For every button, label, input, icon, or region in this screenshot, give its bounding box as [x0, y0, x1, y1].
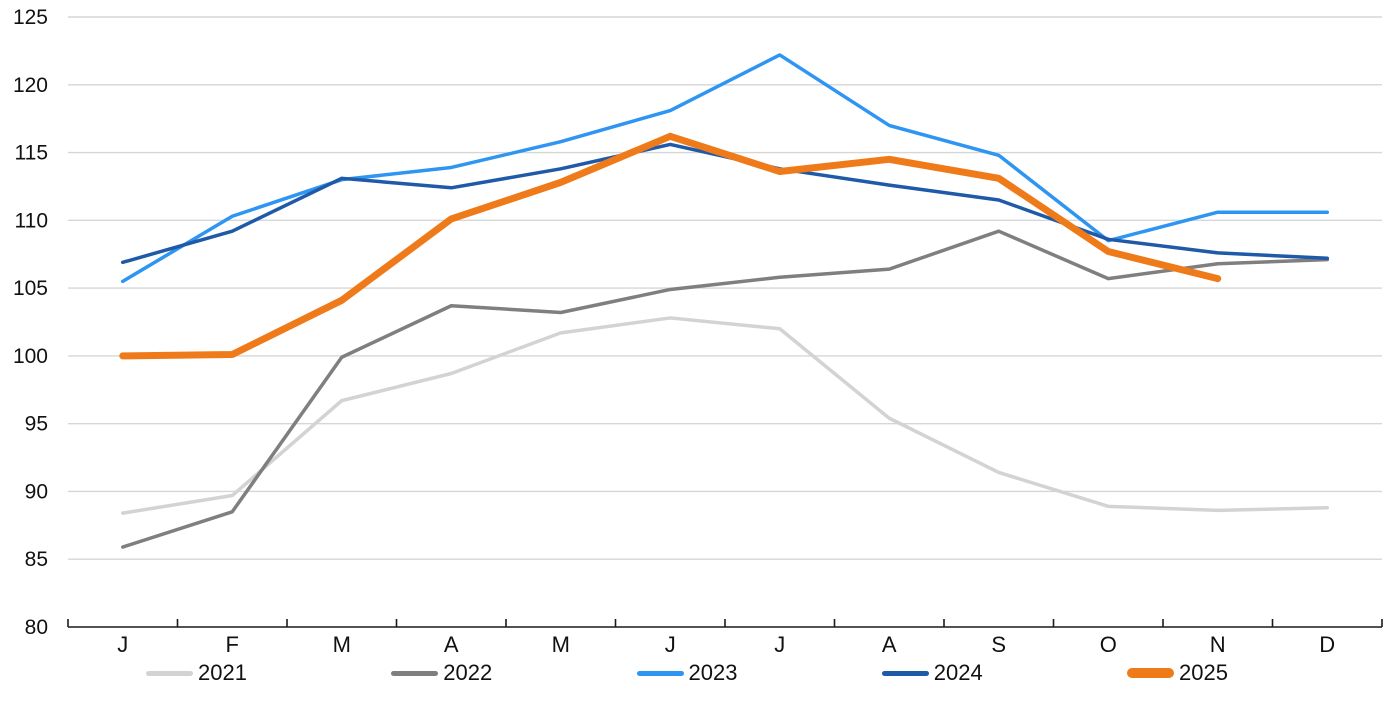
- series-line-2023: [121, 53, 1329, 284]
- legend-swatch-2024: [881, 670, 929, 676]
- y-axis-label: 85: [25, 548, 48, 571]
- x-axis-label-6: J: [774, 632, 785, 657]
- series-line-2021: [121, 316, 1329, 515]
- legend-swatch-2025: [1127, 668, 1174, 678]
- x-axis-label-3: A: [444, 632, 459, 657]
- legend-swatch-2023: [636, 670, 684, 676]
- legend-label-2021: 2021: [198, 660, 247, 685]
- y-axis-label: 120: [13, 74, 48, 97]
- x-axis-label-8: S: [991, 632, 1006, 657]
- y-axis-label: 105: [13, 277, 48, 300]
- y-axis-label: 125: [13, 6, 48, 29]
- legend-item-2024: 2024: [881, 660, 983, 686]
- x-axis-label-10: N: [1210, 632, 1226, 657]
- legend-item-2022: 2022: [391, 660, 492, 686]
- legend-item-2023: 2023: [636, 660, 738, 686]
- y-axis-label: 110: [15, 209, 48, 232]
- y-axis-label: 90: [25, 480, 48, 503]
- legend-item-2025: 2025: [1127, 660, 1228, 686]
- y-axis-label: 95: [25, 413, 48, 436]
- x-axis-label-9: O: [1100, 632, 1117, 657]
- x-axis-label-7: A: [882, 632, 897, 657]
- series-line-2024: [121, 142, 1329, 265]
- legend-label-2022: 2022: [443, 660, 493, 685]
- y-axis-label: 115: [15, 142, 48, 165]
- legend-swatch-2022: [391, 670, 439, 676]
- series-line-2022: [121, 229, 1329, 549]
- x-axis-label-5: J: [665, 632, 676, 657]
- y-axis-label: 80: [25, 616, 48, 639]
- legend-swatch-2021: [146, 670, 193, 676]
- x-axis-label-11: D: [1319, 632, 1335, 657]
- series-line-2025: [119, 132, 1222, 360]
- legend-label-2025: 2025: [1179, 660, 1228, 685]
- x-axis-label-1: F: [226, 632, 239, 657]
- legend-label-2023: 2023: [688, 660, 738, 685]
- legend-label-2024: 2024: [933, 660, 983, 685]
- chart-legend: 2021 2022 2023 2024 2025: [146, 659, 1228, 687]
- x-axis-label-2: M: [333, 632, 351, 657]
- y-axis-label: 100: [13, 345, 48, 368]
- legend-item-2021: 2021: [146, 660, 247, 686]
- x-axis-label-4: M: [552, 632, 570, 657]
- x-axis-label-0: J: [117, 632, 128, 657]
